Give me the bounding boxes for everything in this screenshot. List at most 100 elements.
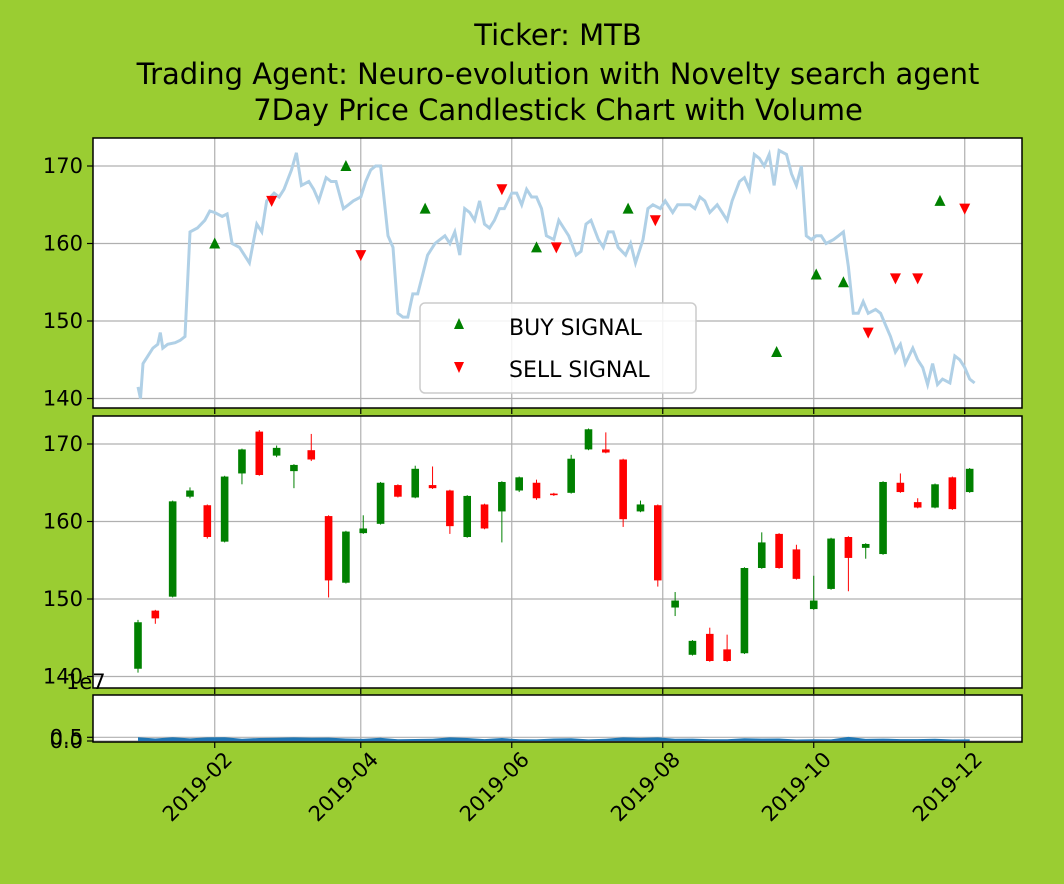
candle-body-down: [913, 502, 922, 508]
candle-body-up: [861, 543, 870, 548]
candle-body-up: [879, 481, 887, 555]
candle-body-up: [342, 531, 350, 583]
volume-scale-label: 1e7: [66, 670, 106, 694]
candle-body-up: [463, 495, 472, 537]
candles-layer: [134, 428, 974, 673]
legend-sell-label: SELL SIGNAL: [509, 358, 650, 383]
buy-signal-marker: [837, 276, 849, 288]
candle-body-up: [359, 528, 368, 534]
sell-signal-marker: [889, 273, 901, 285]
legend-buy-label: BUY SIGNAL: [509, 316, 643, 341]
candle-body-down: [532, 482, 541, 499]
price-grid: [93, 138, 1022, 408]
price-line-layer: [136, 148, 976, 399]
buy-signal-marker: [771, 346, 783, 357]
candle-body-up: [290, 464, 298, 472]
buy-signal-marker: [531, 241, 543, 253]
y-tick-label: 0.0: [50, 729, 83, 753]
price-line: [136, 148, 976, 399]
candle-body-down: [792, 549, 801, 579]
candle-body-up: [671, 600, 679, 608]
candle-body-up: [636, 504, 645, 512]
candle-body-up: [809, 600, 818, 610]
candle-body-up: [827, 538, 835, 589]
candle-body-up: [134, 622, 142, 669]
candle-body-up: [740, 568, 749, 654]
candle-body-up: [584, 429, 593, 450]
candle-body-up: [376, 482, 385, 524]
y-tick-label: 170: [43, 432, 83, 456]
candle-body-down: [705, 633, 714, 661]
volume-plot-frame: [92, 694, 1023, 743]
candle-body-down: [948, 477, 957, 510]
candle-body-down: [480, 504, 489, 529]
candle-body-up: [567, 458, 575, 493]
candle-body-down: [619, 459, 627, 520]
price-plot-frame: [92, 137, 1023, 409]
legend-box: [419, 302, 697, 394]
volume-area: [138, 736, 970, 741]
y-tick-label: 150: [43, 587, 83, 611]
candle-body-down: [307, 450, 316, 460]
title-chart-description: 7Day Price Candlestick Chart with Volume: [253, 93, 863, 127]
candle-body-up: [498, 481, 506, 512]
candle-body-down: [203, 505, 212, 537]
candle-body-down: [896, 482, 905, 493]
candle-body-up: [757, 542, 766, 568]
y-tick-label: 150: [43, 309, 83, 333]
buy-marker-icon: [454, 318, 464, 329]
buy-signal-marker: [419, 202, 431, 214]
buy-signal-marker: [934, 194, 946, 206]
volume-plot-area: [93, 695, 1022, 742]
candle-body-down: [151, 610, 160, 619]
candle-body-up: [688, 640, 697, 655]
candle-body-down: [255, 431, 264, 475]
price-panel: 140 150 160 170 BUY SIGNAL SELL SIGNAL: [43, 137, 1023, 411]
candle-plot-area: [93, 416, 1022, 688]
candle-y-axis: 140 150 160 170: [43, 432, 93, 689]
buy-signal-marker: [340, 160, 352, 171]
candle-body-down: [550, 493, 558, 496]
candle-body-down: [394, 485, 402, 497]
candle-body-up: [931, 484, 939, 508]
volume-y-axis: 0.00.5: [50, 725, 93, 753]
candle-body-up: [168, 501, 177, 597]
title-agent: Trading Agent: Neuro-evolution with Nove…: [136, 57, 980, 91]
sell-signal-marker: [550, 242, 562, 254]
candle-body-up: [411, 468, 420, 498]
y-tick-label: 160: [43, 510, 83, 534]
y-tick-label: 170: [43, 154, 83, 178]
y-tick-label: 140: [43, 665, 83, 689]
sell-marker-icon: [454, 362, 464, 373]
title-ticker: Ticker: MTB: [473, 18, 641, 52]
sell-signal-marker: [266, 195, 278, 207]
candle-body-down: [446, 490, 454, 527]
y-tick-label: 140: [43, 387, 83, 411]
buy-signal-marker: [622, 202, 634, 214]
candlestick-panel: 140 150 160 170: [43, 415, 1023, 689]
sell-signal-marker: [355, 250, 367, 262]
sell-signal-marker: [496, 184, 508, 196]
candle-body-down: [775, 533, 783, 568]
candle-body-up: [238, 449, 246, 474]
candle-plot-frame: [92, 415, 1023, 689]
candle-body-down: [723, 649, 731, 661]
legend: BUY SIGNAL SELL SIGNAL: [419, 302, 697, 394]
candle-body-down: [324, 516, 333, 581]
candle-body-up: [186, 490, 194, 497]
volume-panel: 0.00.5 1e7: [50, 670, 1023, 753]
candle-body-down: [844, 537, 853, 558]
candle-grid: [93, 416, 1022, 688]
buy-signal-marker: [810, 268, 822, 280]
candle-body-up: [965, 468, 974, 493]
y-tick-label: 160: [43, 232, 83, 256]
y-tick-label: 0.5: [50, 725, 83, 749]
candle-body-down: [428, 485, 437, 489]
candle-body-down: [602, 449, 610, 453]
sell-signal-marker: [959, 203, 971, 215]
sell-signal-marker: [649, 215, 661, 227]
signal-markers: [209, 160, 971, 357]
candle-body-down: [654, 505, 662, 581]
chart-title: Ticker: MTB Trading Agent: Neuro-evoluti…: [136, 18, 980, 127]
